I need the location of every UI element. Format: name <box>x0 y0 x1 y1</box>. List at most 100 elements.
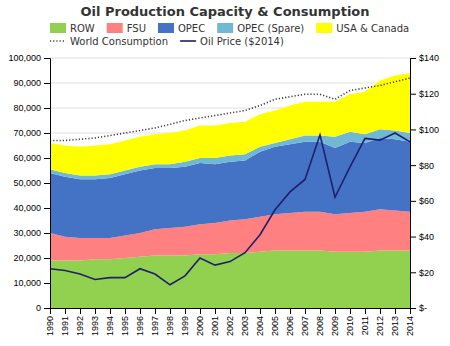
legend-label: USA & Canada <box>336 23 409 34</box>
tick-mark <box>44 183 50 184</box>
tick: 90,000 <box>13 78 50 88</box>
tick-label: 1991 <box>60 316 70 336</box>
tick-label: $20 <box>419 268 434 278</box>
axis-line <box>51 309 411 315</box>
tick: $20 <box>410 268 434 278</box>
legend-label: OPEC (Spare) <box>237 23 304 34</box>
legend-item: USA & Canada <box>316 23 409 34</box>
axis-line <box>411 59 417 309</box>
tick-mark <box>365 308 366 314</box>
legend: ROWFSUOPECOPEC (Spare)USA & CanadaWorld … <box>50 23 409 47</box>
tick: 2008 <box>315 308 325 336</box>
tick: 2001 <box>210 308 220 336</box>
legend-swatch <box>180 40 196 42</box>
legend-label: Oil Price ($2014) <box>200 36 284 47</box>
tick-mark <box>44 83 50 84</box>
tick-label: 1990 <box>45 316 55 336</box>
tick-mark <box>245 308 246 314</box>
legend-label: World Consumption <box>70 36 168 47</box>
tick-label: 2014 <box>405 316 415 336</box>
axis-line <box>44 59 51 309</box>
tick-mark <box>185 308 186 314</box>
tick: 2009 <box>330 308 340 336</box>
grid <box>50 58 410 308</box>
tick-mark <box>44 233 50 234</box>
chart: Oil Production Capacity & ConsumptionROW… <box>0 0 450 346</box>
tick-mark <box>44 258 50 259</box>
tick-label: 1993 <box>90 316 100 336</box>
tick-label: 50,000 <box>13 178 41 188</box>
tick: 30,000 <box>13 228 50 238</box>
tick-label: 2002 <box>225 316 235 336</box>
tick-label: 2009 <box>330 316 340 336</box>
tick-mark <box>410 237 416 238</box>
tick-label: 80,000 <box>13 103 41 113</box>
tick-label: 2007 <box>300 316 310 336</box>
legend-label: ROW <box>70 23 95 34</box>
tick-mark <box>410 308 416 309</box>
tick: 0 <box>36 303 50 313</box>
legend-item: OPEC <box>158 23 205 34</box>
tick: 2010 <box>345 308 355 336</box>
marks <box>50 73 410 308</box>
tick-mark <box>44 58 50 59</box>
tick: 2014 <box>405 308 415 336</box>
tick: $- <box>410 303 427 313</box>
tick-mark <box>95 308 96 314</box>
tick-mark <box>215 308 216 314</box>
area <box>50 73 410 176</box>
tick: $60 <box>410 196 434 206</box>
tick-label: 2003 <box>240 316 250 336</box>
tick-mark <box>410 129 416 130</box>
legend-swatch <box>50 23 66 33</box>
legend-swatch <box>158 23 174 33</box>
tick-label: $140 <box>419 53 439 63</box>
tick-label: 2011 <box>360 316 370 335</box>
tick-label: 2008 <box>315 316 325 336</box>
legend-item: OPEC (Spare) <box>217 23 304 34</box>
tick-mark <box>65 308 66 314</box>
tick-mark <box>410 94 416 95</box>
tick-label: 1999 <box>180 316 190 336</box>
legend-swatch <box>50 40 66 42</box>
tick-mark <box>140 308 141 314</box>
tick-label: 1998 <box>165 316 175 336</box>
tick-mark <box>155 308 156 314</box>
tick: 2003 <box>240 308 250 336</box>
tick: 1999 <box>180 308 190 336</box>
tick-mark <box>320 308 321 314</box>
legend-item: Oil Price ($2014) <box>180 36 284 47</box>
tick-label: 90,000 <box>13 78 41 88</box>
tick-mark <box>290 308 291 314</box>
tick-label: 2004 <box>255 316 265 336</box>
tick-label: 2010 <box>345 316 355 336</box>
tick: 40,000 <box>13 203 50 213</box>
tick-label: 2005 <box>270 316 280 336</box>
tick-label: 1996 <box>135 316 145 336</box>
tick-label: $80 <box>419 161 434 171</box>
tick: $80 <box>410 161 434 171</box>
tick-label: 2000 <box>195 316 205 336</box>
tick-mark <box>410 165 416 166</box>
tick: 2012 <box>375 308 385 336</box>
line <box>50 133 410 285</box>
tick: $120 <box>410 89 439 99</box>
tick-label: 70,000 <box>13 128 41 138</box>
tick: 1994 <box>105 308 115 336</box>
tick: 1995 <box>120 308 130 336</box>
y-axis: 010,00020,00030,00040,00050,00060,00070,… <box>8 53 50 313</box>
tick: 2000 <box>195 308 205 336</box>
tick-label: 1994 <box>105 316 115 336</box>
tick-label: 1997 <box>150 316 160 336</box>
tick-mark <box>125 308 126 314</box>
tick-mark <box>395 308 396 314</box>
tick: 2004 <box>255 308 265 336</box>
tick: 80,000 <box>13 103 50 113</box>
tick-mark <box>44 308 50 309</box>
tick-label: 2012 <box>375 316 385 336</box>
legend-swatch <box>107 23 123 33</box>
tick: 2007 <box>300 308 310 336</box>
tick-mark <box>170 308 171 314</box>
tick: 1990 <box>45 308 55 336</box>
tick: 2011 <box>360 308 370 335</box>
